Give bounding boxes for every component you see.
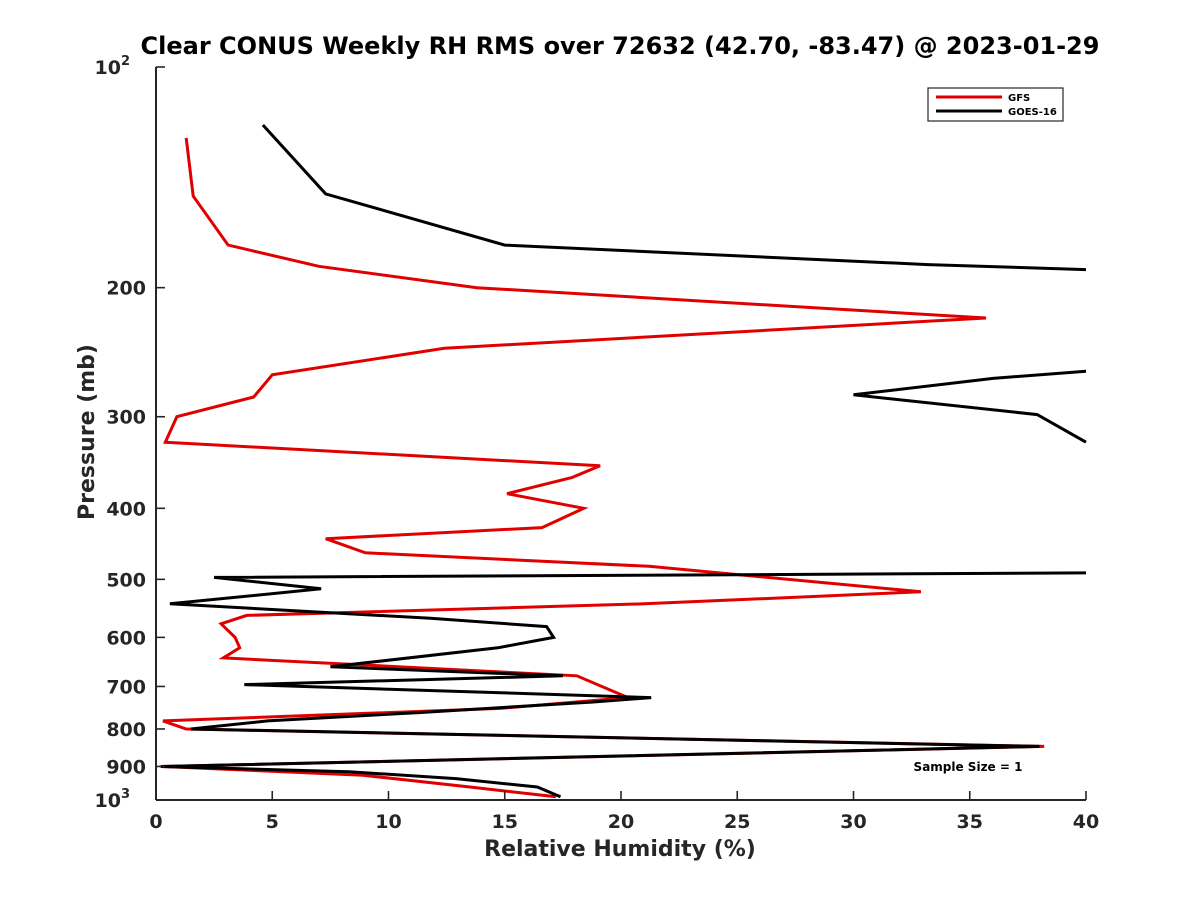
x-axis: 0 5 10 15 20 25 30 35 40 [149, 791, 1099, 833]
x-tick-label: 5 [266, 811, 279, 833]
y-tick-label: 600 [106, 627, 146, 649]
x-tick-label: 10 [375, 811, 401, 833]
x-tick-label: 40 [1073, 811, 1099, 833]
x-tick-label: 0 [149, 811, 162, 833]
y-axis: 102 200 300 400 500 600 700 800 900 103 [95, 54, 165, 812]
x-tick-label: 15 [492, 811, 518, 833]
y-tick-label: 300 [106, 407, 146, 429]
x-tick-label: 30 [840, 811, 866, 833]
legend-box [927, 87, 1064, 122]
y-axis-label: Pressure (mb) [75, 344, 100, 520]
legend-label-gfs: GFS [1008, 93, 1030, 104]
series-line-gfs [162, 137, 1045, 799]
series-line-goes-16 [160, 123, 1087, 799]
plot-area [160, 123, 1087, 799]
x-axis-label: Relative Humidity (%) [484, 837, 756, 862]
y-tick-label: 800 [106, 719, 146, 741]
chart-title: Clear CONUS Weekly RH RMS over 72632 (42… [141, 32, 1100, 60]
legend-label-goes-16: GOES-16 [1008, 107, 1057, 118]
y-tick-label: 103 [95, 787, 131, 812]
y-tick-label: 200 [106, 278, 146, 300]
y-tick-label: 700 [106, 676, 146, 698]
x-tick-label: 35 [957, 811, 983, 833]
y-tick-label: 102 [95, 54, 131, 79]
legend: GFS GOES-16 [927, 87, 1064, 122]
x-tick-label: 25 [724, 811, 750, 833]
y-tick-label: 500 [106, 569, 146, 591]
x-tick-label: 20 [608, 811, 634, 833]
y-tick-label: 900 [106, 756, 146, 778]
y-tick-label: 400 [106, 498, 146, 520]
sample-size-annotation: Sample Size = 1 [914, 760, 1023, 774]
